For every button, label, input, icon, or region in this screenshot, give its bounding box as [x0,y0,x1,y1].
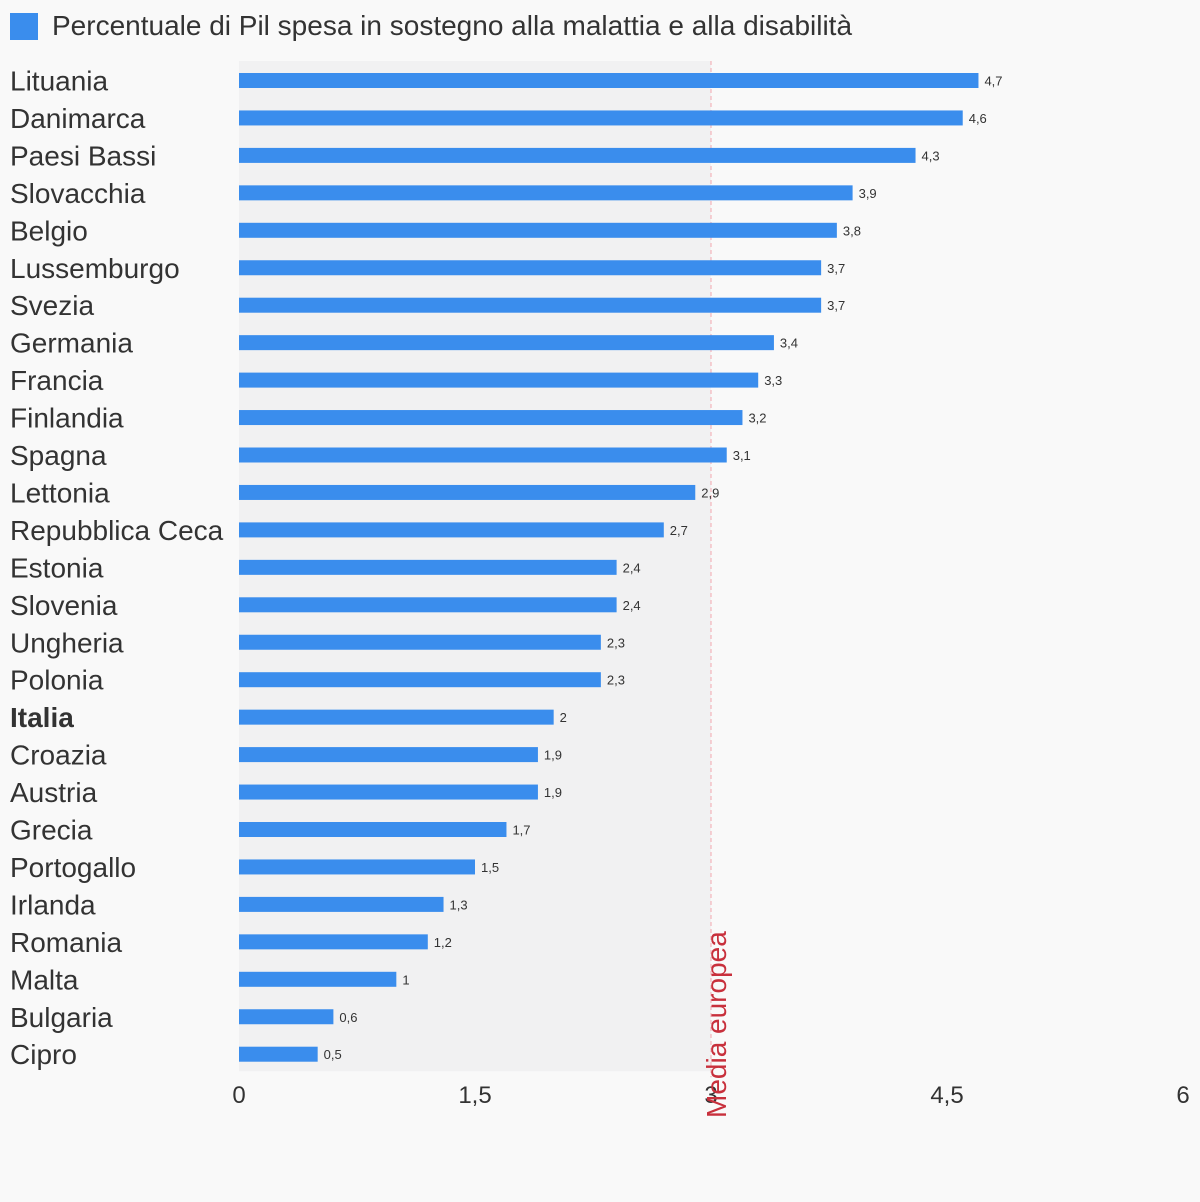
bar [239,110,963,126]
data-label: 2,7 [670,523,688,538]
bar [239,1009,334,1025]
reference-line-label: Media europea [701,931,732,1118]
category-label: Francia [10,365,104,396]
bar [239,747,538,763]
data-label: 3,3 [764,373,782,388]
x-tick-label: 3 [704,1082,717,1109]
category-label: Repubblica Ceca [10,515,224,546]
bar [239,410,743,426]
data-label: 1,9 [544,748,562,763]
category-label: Cipro [10,1039,77,1070]
data-label: 3,1 [733,448,751,463]
bar [239,335,774,351]
bar [239,672,601,688]
x-tick-label: 0 [232,1082,245,1109]
data-label: 4,6 [969,111,987,126]
category-label: Germania [10,328,133,359]
category-label: Danimarca [10,103,146,134]
category-label: Estonia [10,552,104,583]
category-label: Finlandia [10,403,124,434]
data-label: 3,9 [859,186,877,201]
bar [239,896,444,912]
data-label: 2,3 [607,673,625,688]
data-label: 1,3 [450,897,468,912]
bar [239,822,507,837]
data-label: 2,3 [607,635,625,650]
legend-swatch [10,12,38,40]
category-label: Italia [10,702,74,733]
data-label: 4,3 [922,148,940,163]
category-label: Slovacchia [10,178,146,209]
bar [239,484,696,500]
bar [239,185,853,201]
data-label: 4,7 [984,74,1002,89]
data-label: 0,6 [339,1010,357,1025]
category-label: Croazia [10,740,107,771]
data-label: 1,7 [512,823,530,838]
category-label: Romania [10,927,122,958]
data-label: 1 [402,972,409,987]
data-label: 2,4 [623,560,641,575]
bar [239,222,837,238]
chart-legend: Percentuale di Pil spesa in sostegno all… [10,8,852,44]
bar [239,297,822,313]
category-label: Malta [10,964,79,995]
bar [239,709,554,725]
category-label: Svezia [10,290,94,321]
category-label: Slovenia [10,590,118,621]
bar [239,260,822,276]
data-label: 3,4 [780,336,798,351]
category-label: Grecia [10,815,93,846]
data-label: 3,8 [843,223,861,238]
data-label: 3,7 [827,261,845,276]
x-tick-label: 4,5 [930,1082,963,1109]
data-label: 2,9 [701,485,719,500]
x-tick-label: 1,5 [458,1082,491,1109]
bar [239,634,601,650]
bar [239,73,979,88]
category-label: Polonia [10,665,104,696]
data-label: 1,9 [544,785,562,800]
category-label: Lussemburgo [10,253,180,284]
category-label: Irlanda [10,889,96,920]
data-label: 1,2 [434,935,452,950]
data-label: 1,5 [481,860,499,875]
bar [239,522,664,538]
data-label: 0,5 [324,1047,342,1062]
data-label: 2,4 [623,598,641,613]
category-label: Lituania [10,66,109,97]
bar [239,971,397,987]
category-label: Paesi Bassi [10,140,156,171]
bar [239,859,475,875]
bar [239,597,617,613]
bar [239,559,617,575]
bar [239,447,727,463]
category-label: Portogallo [10,852,136,883]
category-label: Ungheria [10,627,124,658]
bar [239,147,916,163]
bar [239,784,538,800]
category-label: Spagna [10,440,107,471]
category-label: Lettonia [10,477,110,508]
category-label: Bulgaria [10,1002,113,1033]
x-tick-label: 6 [1176,1082,1189,1109]
data-label: 3,2 [748,411,766,426]
bar [239,372,759,388]
data-label: 3,7 [827,298,845,313]
bar [239,934,428,950]
legend-label: Percentuale di Pil spesa in sostegno all… [52,10,853,41]
data-label: 2 [560,710,567,725]
bar [239,1046,318,1062]
category-label: Belgio [10,215,88,246]
category-label: Austria [10,777,98,808]
